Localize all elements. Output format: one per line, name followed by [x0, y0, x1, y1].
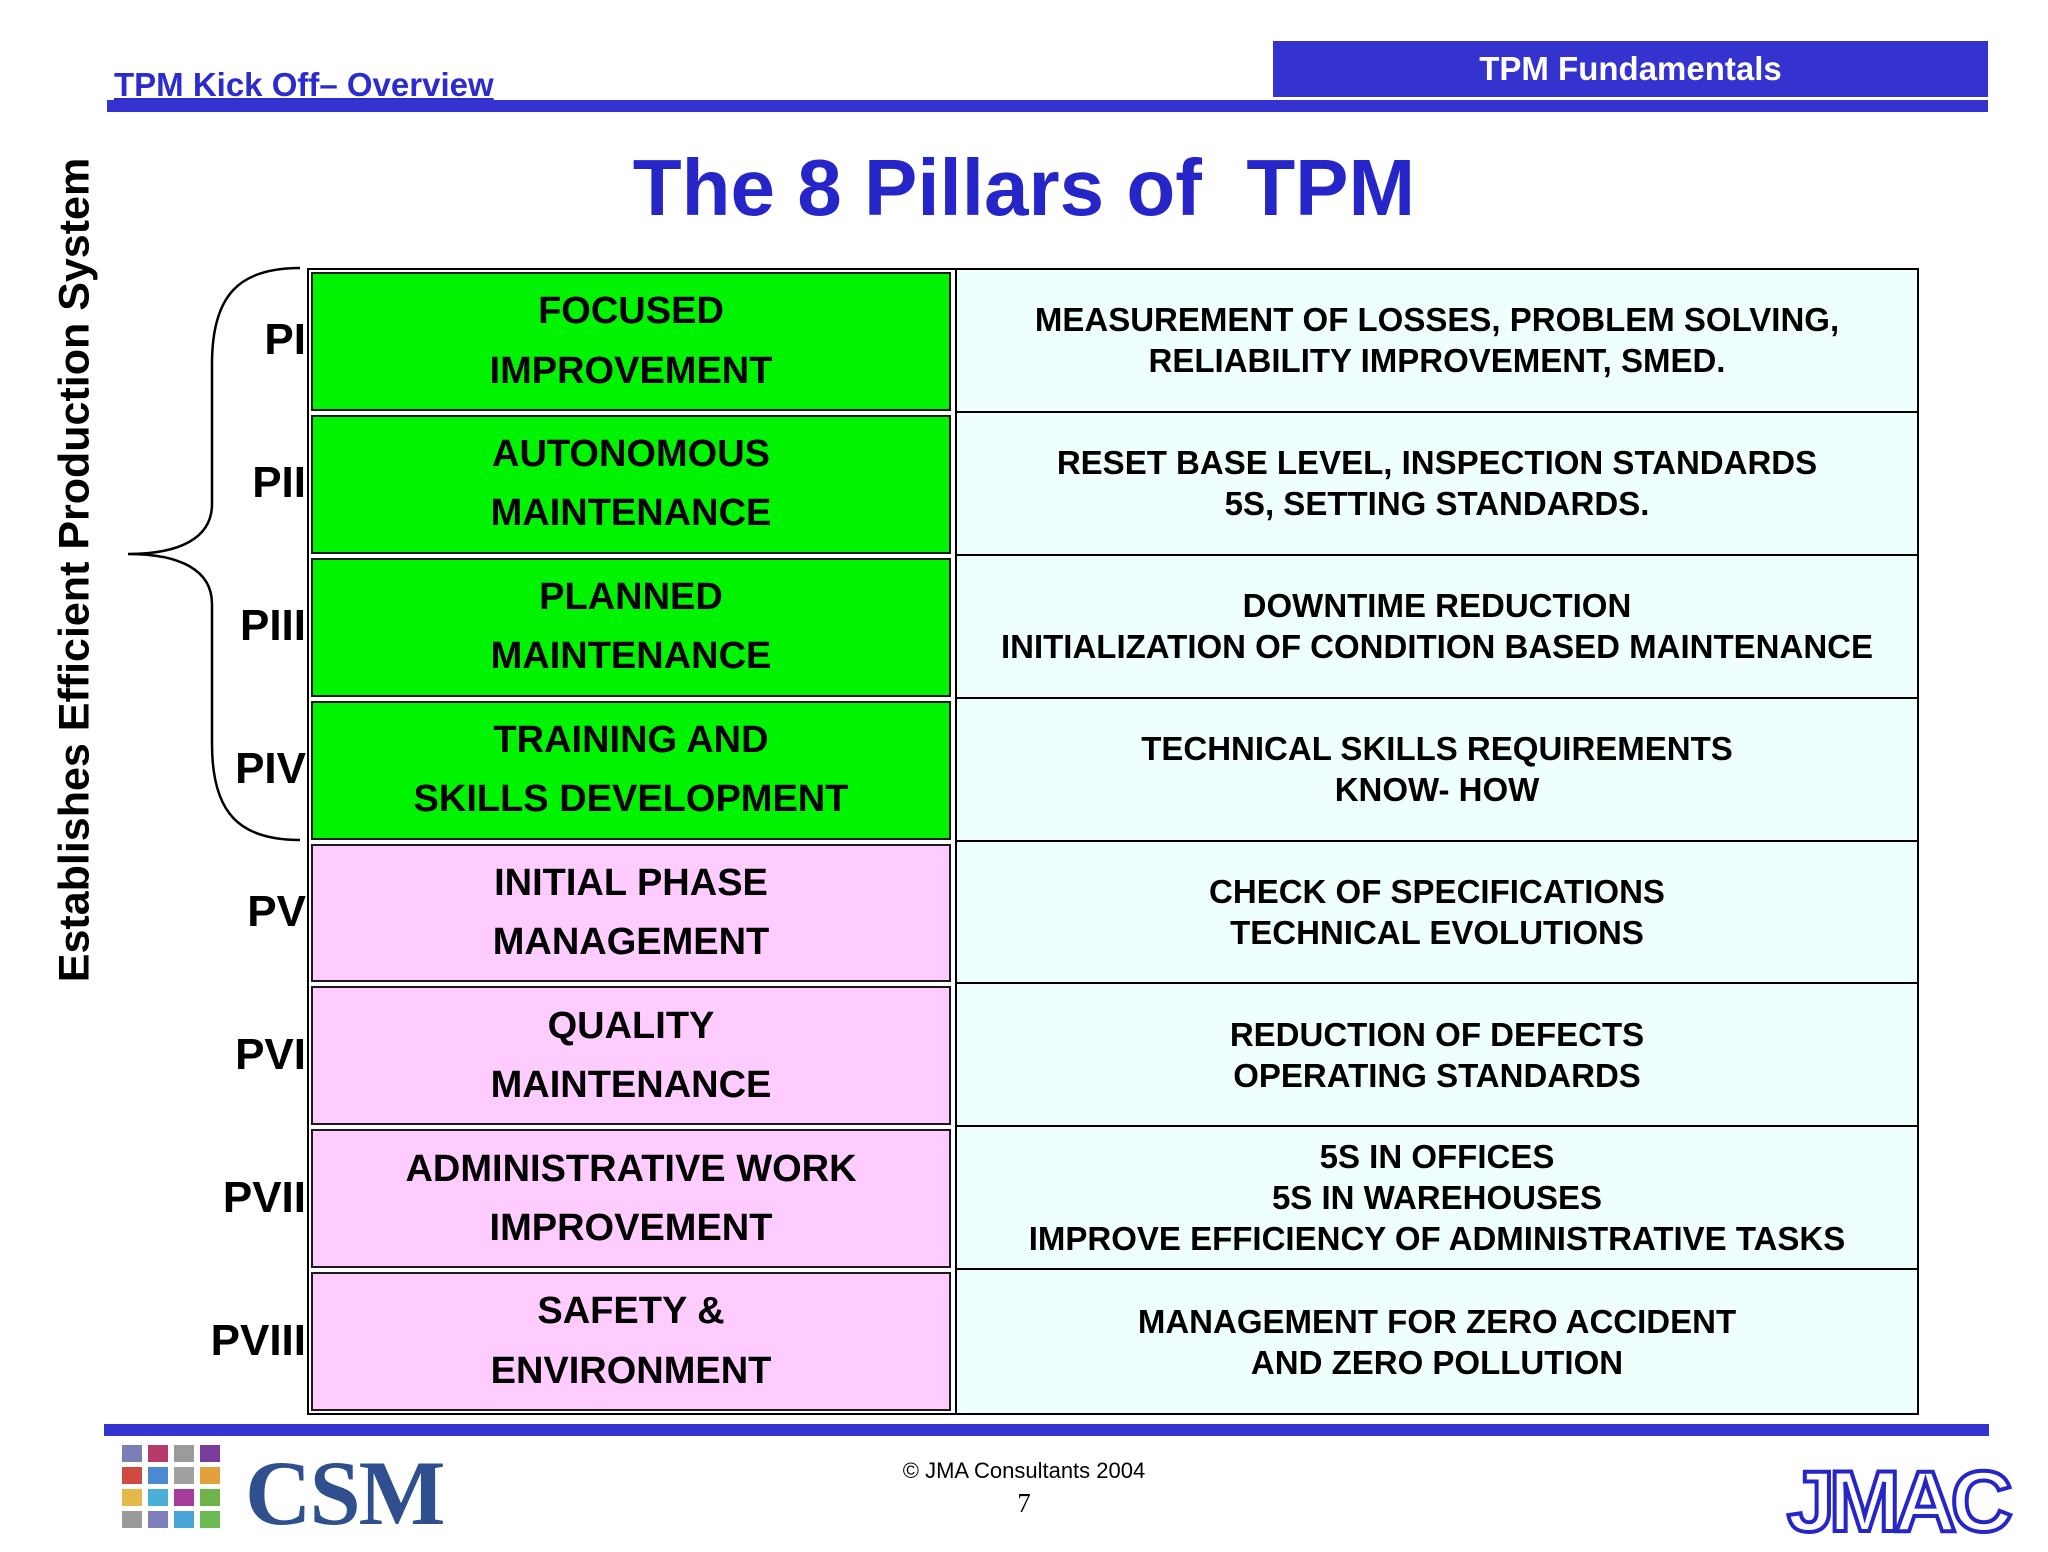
side-label: Establishes Efficient Production System: [50, 157, 99, 983]
bracket-icon: [127, 266, 301, 842]
pillar-description-line: 5S IN OFFICES: [1319, 1138, 1555, 1176]
pillar-description: TECHNICAL SKILLS REQUIREMENTS KNOW- HOW: [955, 698, 1917, 842]
copyright-text: © JMA Consultants 2004: [902, 1458, 1146, 1483]
pillar-table: FOCUSED IMPROVEMENT MEASUREMENT OF LOSSES,…: [307, 268, 1919, 1415]
pillar-name-line: SKILLS DEVELOPMENT: [413, 778, 849, 821]
pillar-name-line: AUTONOMOUS: [492, 433, 770, 476]
pillar-row: ADMINISTRATIVE WORK IMPROVEMENT 5S IN OFFI…: [309, 1127, 1917, 1271]
pillar-description-line: RELIABILITY IMPROVEMENT, SMED.: [1148, 342, 1726, 380]
pillar-name-line: ENVIRONMENT: [490, 1349, 772, 1392]
top-divider: [107, 100, 1988, 112]
pillar-description: RESET BASE LEVEL, INSPECTION STANDARDS 5S…: [955, 412, 1917, 556]
pillar-name-line: IMPROVEMENT: [489, 349, 773, 392]
pillar-name: ADMINISTRATIVE WORK IMPROVEMENT: [311, 1129, 951, 1269]
pillar-id-label: PI: [264, 315, 306, 365]
pillar-name-line: QUALITY: [547, 1004, 715, 1047]
pillar-description-line: AND ZERO POLLUTION: [1250, 1343, 1624, 1381]
pillar-description: 5S IN OFFICES 5S IN WAREHOUSES IMPROVE EFF…: [955, 1127, 1917, 1271]
pillar-description-line: TECHNICAL EVOLUTIONS: [1230, 913, 1644, 951]
page-title: The 8 Pillars of TPM: [632, 143, 1416, 232]
pillar-name-line: MAINTENANCE: [490, 635, 772, 678]
pillar-row: TRAINING AND SKILLS DEVELOPMENT TECHNICAL …: [309, 698, 1917, 842]
pillar-id-label: PVI: [235, 1029, 306, 1079]
pillar-id-label: PV: [247, 886, 306, 936]
pillar-description-line: TECHNICAL SKILLS REQUIREMENTS: [1141, 730, 1733, 768]
page-number: 7: [1017, 1488, 1031, 1518]
pillar-row: PLANNED MAINTENANCE DOWNTIME REDUCTION INIT…: [309, 555, 1917, 699]
pillar-description-line: MANAGEMENT FOR ZERO ACCIDENT: [1137, 1302, 1737, 1340]
pillar-description-line: MEASUREMENT OF LOSSES, PROBLEM SOLVING,: [1034, 301, 1840, 339]
pillar-id-label: PVII: [222, 1172, 306, 1222]
pillar-description-line: IMPROVE EFFICIENCY OF ADMINISTRATIVE TAS…: [1028, 1220, 1846, 1258]
pillar-id-label: PIV: [235, 744, 306, 794]
pillar-description-line: REDUCTION OF DEFECTS: [1229, 1015, 1645, 1053]
jmac-logo: JMAC: [1785, 1452, 2015, 1552]
bottom-divider: [104, 1424, 1989, 1436]
pillar-description: MANAGEMENT FOR ZERO ACCIDENT AND ZERO POL…: [955, 1270, 1917, 1413]
pillar-description: DOWNTIME REDUCTION INITIALIZATION OF COND…: [955, 555, 1917, 699]
pillar-description-line: OPERATING STANDARDS: [1233, 1056, 1641, 1094]
pillar-name-line: TRAINING AND: [493, 718, 769, 761]
pillar-name-line: MAINTENANCE: [490, 492, 772, 535]
pillar-description-line: CHECK OF SPECIFICATIONS: [1209, 872, 1665, 910]
header-left-title: TPM Kick Off– Overview: [114, 66, 494, 103]
pillar-description: CHECK OF SPECIFICATIONS TECHNICAL EVOLUTI…: [955, 841, 1917, 985]
pillar-name: AUTONOMOUS MAINTENANCE: [311, 414, 951, 554]
pillar-row: SAFETY & ENVIRONMENT MANAGEMENT FOR ZERO A…: [309, 1270, 1917, 1413]
pillar-row: QUALITY MAINTENANCE REDUCTION OF DEFECTS OP…: [309, 984, 1917, 1128]
pillar-id-label: PVIII: [210, 1315, 306, 1365]
pillar-description-line: KNOW- HOW: [1334, 771, 1540, 809]
pillar-description-line: INITIALIZATION OF CONDITION BASED MAINTE…: [1000, 628, 1874, 666]
pillar-name: QUALITY MAINTENANCE: [311, 986, 951, 1126]
pillar-name-line: MANAGEMENT: [492, 921, 770, 964]
pillar-name-line: IMPROVEMENT: [489, 1206, 773, 1249]
pillar-row: AUTONOMOUS MAINTENANCE RESET BASE LEVEL, I…: [309, 412, 1917, 556]
pillar-name-line: FOCUSED: [538, 290, 724, 333]
csm-logo-text: CSM: [245, 1442, 445, 1544]
pillar-description-line: DOWNTIME REDUCTION: [1242, 587, 1632, 625]
pillar-id-label: PII: [252, 458, 306, 508]
pillar-name-line: ADMINISTRATIVE WORK: [405, 1147, 857, 1190]
pillar-name-line: PLANNED: [539, 576, 723, 619]
csm-logo-icon: [122, 1445, 220, 1528]
pillar-row: FOCUSED IMPROVEMENT MEASUREMENT OF LOSSES,…: [309, 270, 1917, 413]
pillar-description: MEASUREMENT OF LOSSES, PROBLEM SOLVING, R…: [955, 270, 1917, 413]
pillar-name-line: MAINTENANCE: [490, 1063, 772, 1106]
pillar-name-line: INITIAL PHASE: [494, 861, 768, 904]
pillar-id-label: PIII: [239, 601, 306, 651]
pillar-name: PLANNED MAINTENANCE: [311, 557, 951, 697]
pillar-name: INITIAL PHASE MANAGEMENT: [311, 843, 951, 983]
pillar-name: TRAINING AND SKILLS DEVELOPMENT: [311, 700, 951, 840]
pillar-description-line: RESET BASE LEVEL, INSPECTION STANDARDS: [1056, 444, 1818, 482]
pillar-description-line: 5S, SETTING STANDARDS.: [1224, 485, 1650, 523]
header-right-title: TPM Fundamentals: [1273, 41, 1988, 97]
pillar-name-line: SAFETY &: [537, 1290, 725, 1333]
pillar-name: FOCUSED IMPROVEMENT: [311, 272, 951, 411]
pillar-description: REDUCTION OF DEFECTS OPERATING STANDARDS: [955, 984, 1917, 1128]
pillar-row: INITIAL PHASE MANAGEMENT CHECK OF SPECIFIC…: [309, 841, 1917, 985]
pillar-name: SAFETY & ENVIRONMENT: [311, 1272, 951, 1411]
pillar-description-line: 5S IN WAREHOUSES: [1271, 1179, 1603, 1217]
